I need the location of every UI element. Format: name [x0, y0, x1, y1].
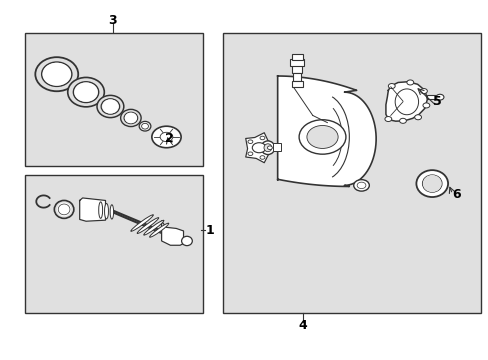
- Ellipse shape: [125, 113, 136, 123]
- Circle shape: [399, 118, 406, 123]
- Circle shape: [306, 126, 337, 148]
- Bar: [290, 59, 304, 66]
- Bar: [293, 73, 301, 81]
- Bar: [25, 33, 203, 166]
- Circle shape: [247, 152, 252, 156]
- Ellipse shape: [139, 121, 151, 131]
- Ellipse shape: [103, 100, 118, 113]
- Ellipse shape: [110, 205, 113, 219]
- Ellipse shape: [35, 57, 78, 91]
- Ellipse shape: [137, 217, 159, 234]
- Ellipse shape: [131, 215, 153, 231]
- Ellipse shape: [142, 123, 148, 129]
- Circle shape: [252, 143, 265, 153]
- Ellipse shape: [121, 109, 141, 127]
- Ellipse shape: [394, 89, 418, 115]
- Circle shape: [260, 136, 264, 140]
- Ellipse shape: [141, 123, 148, 129]
- Text: 4: 4: [298, 319, 307, 332]
- Ellipse shape: [58, 204, 70, 215]
- Text: 1: 1: [205, 224, 214, 237]
- Ellipse shape: [104, 203, 108, 219]
- Circle shape: [299, 120, 345, 154]
- Polygon shape: [277, 76, 375, 186]
- Bar: [426, 95, 439, 99]
- Ellipse shape: [68, 77, 104, 107]
- Circle shape: [267, 146, 272, 149]
- Ellipse shape: [101, 99, 120, 114]
- Bar: [272, 143, 281, 151]
- Text: 2: 2: [164, 132, 173, 145]
- Circle shape: [260, 156, 264, 159]
- Polygon shape: [245, 133, 275, 163]
- Ellipse shape: [423, 176, 440, 192]
- Circle shape: [384, 117, 391, 122]
- Text: 6: 6: [451, 188, 460, 201]
- Ellipse shape: [124, 112, 138, 124]
- Ellipse shape: [181, 236, 192, 246]
- Circle shape: [152, 126, 181, 148]
- Ellipse shape: [75, 83, 97, 101]
- Circle shape: [406, 80, 413, 85]
- Polygon shape: [80, 198, 105, 221]
- Ellipse shape: [415, 170, 447, 197]
- Bar: [291, 54, 302, 60]
- Circle shape: [422, 103, 429, 108]
- Ellipse shape: [149, 223, 168, 237]
- Circle shape: [247, 140, 252, 144]
- Ellipse shape: [97, 95, 123, 118]
- Circle shape: [435, 94, 443, 100]
- Circle shape: [387, 84, 394, 89]
- Ellipse shape: [264, 144, 271, 152]
- Ellipse shape: [99, 202, 102, 219]
- Ellipse shape: [54, 201, 74, 219]
- Ellipse shape: [43, 63, 70, 85]
- Circle shape: [160, 132, 172, 141]
- Ellipse shape: [73, 82, 99, 103]
- Circle shape: [356, 182, 365, 189]
- Ellipse shape: [58, 203, 70, 216]
- Bar: [222, 33, 480, 313]
- Polygon shape: [161, 221, 183, 245]
- Circle shape: [414, 115, 421, 120]
- Bar: [291, 81, 302, 87]
- Bar: [292, 63, 302, 73]
- Ellipse shape: [261, 141, 274, 154]
- Ellipse shape: [422, 175, 441, 192]
- Ellipse shape: [41, 62, 72, 86]
- Circle shape: [420, 89, 427, 94]
- Text: 5: 5: [432, 95, 441, 108]
- Bar: [25, 175, 203, 313]
- Polygon shape: [385, 82, 427, 121]
- Ellipse shape: [143, 220, 163, 235]
- Circle shape: [353, 180, 368, 191]
- Text: 3: 3: [108, 14, 117, 27]
